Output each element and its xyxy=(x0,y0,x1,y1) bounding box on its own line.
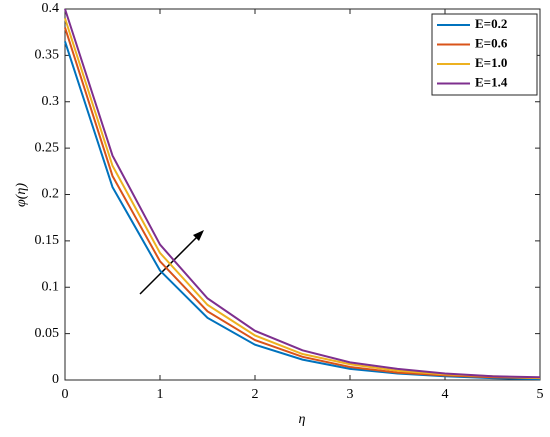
y-tick-label: 0.25 xyxy=(35,140,60,155)
x-tick-label: 2 xyxy=(252,387,259,402)
x-tick-label: 1 xyxy=(157,387,164,402)
legend-label: E=0.2 xyxy=(475,16,507,31)
legend-label: E=0.6 xyxy=(475,35,508,50)
legend-box xyxy=(431,13,538,96)
x-tick-label: 5 xyxy=(537,387,544,402)
legend-label: E=1.0 xyxy=(475,55,507,70)
y-tick-label: 0.3 xyxy=(42,94,60,109)
y-tick-label: 0.15 xyxy=(35,233,60,248)
y-tick-label: 0 xyxy=(52,372,59,387)
x-tick-label: 4 xyxy=(442,387,449,402)
annotation-arrow xyxy=(139,230,204,295)
x-axis-label: η xyxy=(299,412,306,427)
y-tick-label: 0.35 xyxy=(35,48,60,63)
y-tick-label: 0.05 xyxy=(35,326,60,341)
y-tick-label: 0.2 xyxy=(42,187,60,202)
legend: E=0.2 E=0.6 E=1.0 E=1.4 xyxy=(431,13,538,96)
x-tick-label: 0 xyxy=(62,387,69,402)
series-line xyxy=(64,8,541,379)
legend-label: E=1.4 xyxy=(475,74,508,89)
y-tick-label: 0.4 xyxy=(42,1,60,16)
y-axis-label: φ(η) xyxy=(14,183,29,207)
x-tick-label: 3 xyxy=(347,387,354,402)
y-tick-label: 0.1 xyxy=(42,279,60,294)
